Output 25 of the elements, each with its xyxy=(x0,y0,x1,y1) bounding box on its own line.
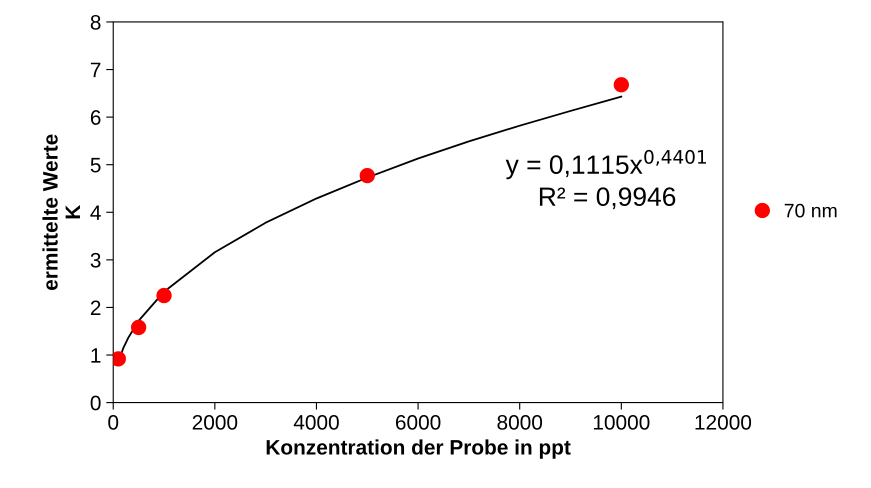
y-tick-label: 5 xyxy=(90,158,101,172)
y-tick-label: 1 xyxy=(91,348,100,363)
point xyxy=(360,168,375,184)
x-tick-label: 0 xyxy=(108,414,118,430)
point xyxy=(156,288,172,304)
point xyxy=(130,320,146,336)
y-tick-label: 8 xyxy=(90,14,101,30)
x-tick-label: 8000 xyxy=(497,414,542,430)
x-tick-label: 2000 xyxy=(192,414,238,430)
x-axis-title: Konzentration der Probe in ppt xyxy=(266,439,571,459)
y-tick-label: 4 xyxy=(90,205,101,220)
y-tick-label: 6 xyxy=(90,110,101,125)
y-axis-title: ermittelte Werte K xyxy=(42,134,80,290)
annotation: y = 0,1115x$^{0,4401}$ xyxy=(506,150,706,180)
x-tick-label: 12000 xyxy=(696,414,752,430)
legend-label: 70 nm xyxy=(784,204,836,218)
x-tick-label: 6000 xyxy=(396,414,440,430)
x-tick-label: 4000 xyxy=(294,414,339,430)
y-tick-label: 3 xyxy=(90,252,101,268)
x-tick-label: 10000 xyxy=(594,414,650,430)
y-tick-label: 2 xyxy=(90,300,100,315)
annotation: R² = 0,9946 xyxy=(540,187,676,210)
point xyxy=(614,77,629,92)
y-tick-label: 0 xyxy=(90,396,101,410)
y-tick-label: 7 xyxy=(90,62,100,78)
